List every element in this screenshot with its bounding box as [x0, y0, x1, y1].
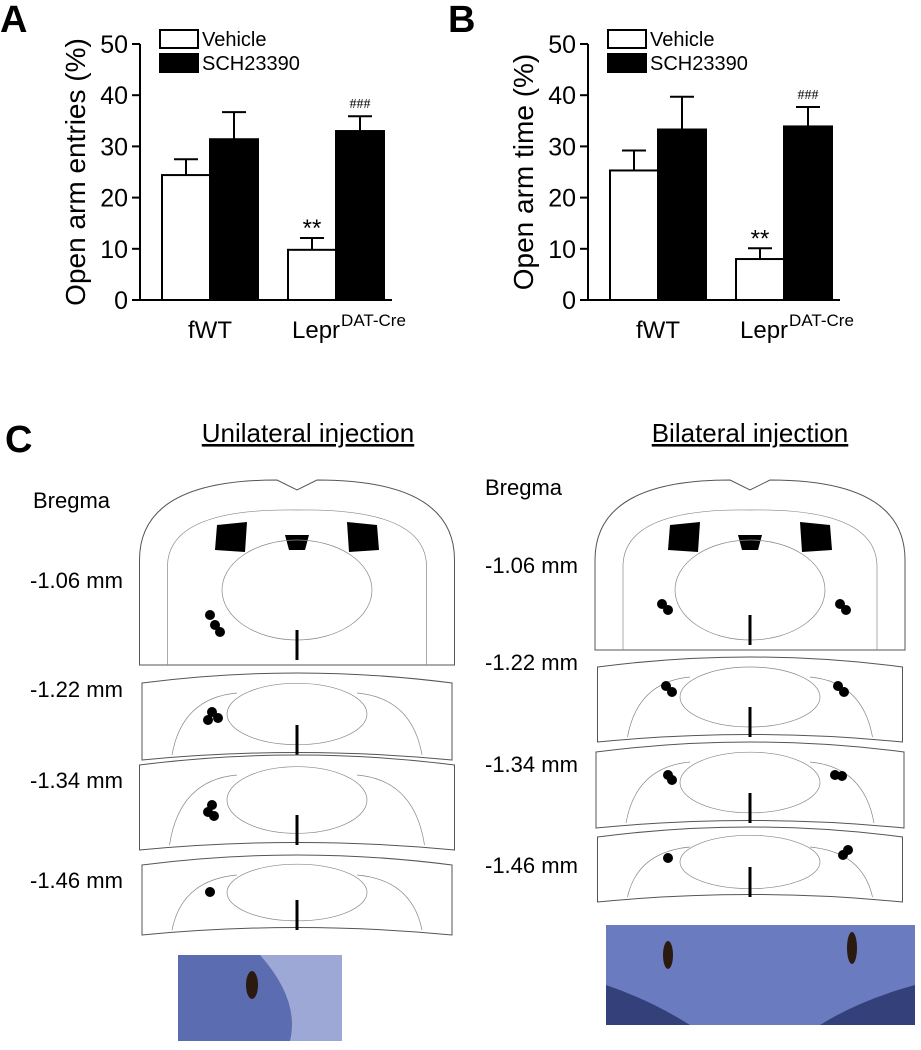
- section-detail: [622, 509, 878, 650]
- y-tick-label: 30: [100, 133, 128, 161]
- bar: [783, 125, 833, 301]
- injection-dot: [205, 610, 215, 620]
- injection-dot: [663, 605, 673, 615]
- legend-swatch: [159, 53, 199, 73]
- significance-label: ###: [798, 88, 819, 103]
- legend-label: SCH23390: [202, 53, 300, 75]
- injection-site: [246, 971, 258, 999]
- level-label: -1.06 mm: [485, 553, 578, 578]
- injection-dot: [203, 715, 213, 725]
- level-label: -1.34 mm: [485, 752, 578, 777]
- section-detail: [171, 874, 423, 931]
- significance-label: **: [303, 215, 322, 242]
- injection-dot: [210, 620, 220, 630]
- panel-label: C: [5, 419, 32, 461]
- legend-swatch: [607, 29, 647, 49]
- bar: [287, 248, 337, 302]
- injection-dot: [843, 845, 853, 855]
- bar: [335, 130, 385, 301]
- section-outline: [141, 854, 453, 936]
- legend-label: Vehicle: [202, 29, 267, 51]
- brain-sections: [139, 479, 906, 936]
- section-detail: [625, 761, 875, 824]
- ventricle: [668, 522, 832, 552]
- section-outline: [597, 826, 903, 903]
- y-tick-label: 20: [100, 185, 128, 213]
- section-outline: [594, 479, 906, 651]
- injection-site: [663, 941, 673, 969]
- injection-dot: [667, 775, 677, 785]
- section-outline: [595, 741, 905, 829]
- section-detail: [169, 774, 425, 846]
- injection-site: [847, 932, 857, 964]
- bregma-label: Bregma: [485, 475, 563, 500]
- legend-label: SCH23390: [650, 53, 748, 75]
- y-tick-label: 0: [114, 287, 128, 315]
- level-label: -1.34 mm: [30, 768, 123, 793]
- injection-dot: [205, 887, 215, 897]
- y-tick-label: 10: [100, 236, 128, 264]
- injection-dot: [215, 627, 225, 637]
- injection-dot: [209, 811, 219, 821]
- y-tick-label: 10: [548, 236, 576, 264]
- bar: [209, 138, 259, 301]
- panel-label: B: [448, 0, 475, 41]
- section-detail: [627, 676, 873, 738]
- significance-label: ###: [350, 97, 371, 112]
- section-title: Bilateral injection: [652, 418, 849, 448]
- legend-label: Vehicle: [650, 29, 715, 51]
- panel-label: A: [0, 0, 27, 41]
- section-outline: [141, 672, 453, 761]
- level-label: -1.22 mm: [485, 650, 578, 675]
- y-tick-label: 50: [100, 31, 128, 59]
- section-detail: [171, 692, 423, 756]
- injection-dot: [837, 771, 847, 781]
- bar: [609, 169, 659, 301]
- injection-dot: [213, 713, 223, 723]
- y-tick-label: 0: [562, 287, 576, 315]
- legend-swatch: [607, 53, 647, 73]
- y-tick-label: 40: [100, 82, 128, 110]
- x-tick-superscript: DAT-Cre: [341, 311, 406, 330]
- section-title: Unilateral injection: [202, 418, 414, 448]
- bar: [161, 174, 211, 302]
- y-axis-label: Open arm entries (%): [60, 38, 91, 306]
- x-tick-label: Lepr: [740, 317, 788, 344]
- x-tick-label: fWT: [636, 317, 680, 344]
- x-tick-label: fWT: [188, 317, 232, 344]
- legend-swatch: [159, 29, 199, 49]
- level-label: -1.22 mm: [30, 677, 123, 702]
- injection-dot: [841, 605, 851, 615]
- significance-label: **: [751, 225, 770, 252]
- injection-dot: [839, 687, 849, 697]
- injection-dot: [663, 853, 673, 863]
- section-detail: [627, 846, 873, 898]
- bar: [735, 258, 785, 302]
- histology-tissue: [606, 985, 915, 1025]
- bregma-label: Bregma: [33, 488, 111, 513]
- section-detail: [167, 509, 427, 665]
- y-tick-label: 20: [548, 185, 576, 213]
- y-tick-label: 40: [548, 82, 576, 110]
- section-outline: [597, 656, 903, 743]
- y-tick-label: 30: [548, 133, 576, 161]
- y-axis-label: Open arm time (%): [508, 54, 539, 291]
- level-label: -1.46 mm: [485, 853, 578, 878]
- level-label: -1.06 mm: [30, 568, 123, 593]
- x-tick-label: Lepr: [292, 317, 340, 344]
- bar: [657, 128, 707, 301]
- injection-dot: [667, 687, 677, 697]
- level-label: -1.46 mm: [30, 868, 123, 893]
- y-tick-label: 50: [548, 31, 576, 59]
- histology-tissue: [260, 955, 342, 1041]
- x-tick-superscript: DAT-Cre: [789, 311, 854, 330]
- ventricle: [215, 522, 379, 552]
